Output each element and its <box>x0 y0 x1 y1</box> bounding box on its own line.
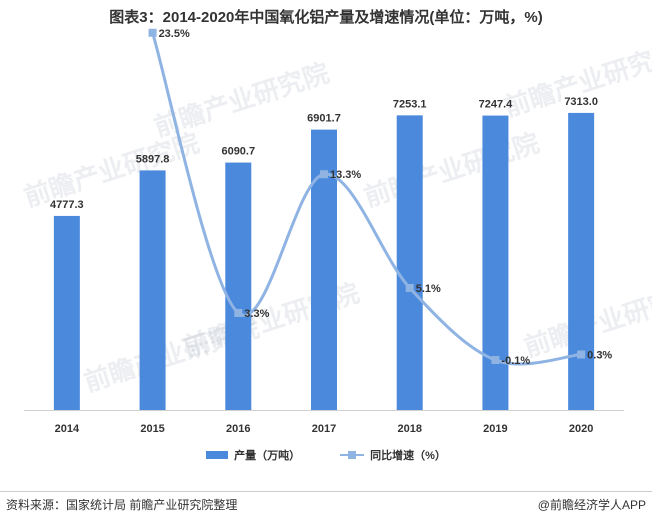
legend-item-bar: 产量（万吨） <box>206 447 300 463</box>
x-tick-label: 2016 <box>226 423 250 435</box>
footer: 资料来源：国家统计局 前瞻产业研究院整理 @前瞻经济学人APP <box>0 491 652 512</box>
growth-data-label: 5.1% <box>416 283 441 295</box>
x-tick-label: 2015 <box>140 423 164 435</box>
x-tick-label: 2017 <box>312 423 336 435</box>
growth-point <box>405 283 414 292</box>
legend-item-line: 同比增速（%） <box>340 447 446 463</box>
growth-line <box>151 32 582 366</box>
bar <box>396 115 423 411</box>
bar <box>139 170 166 410</box>
growth-data-label: 13.3% <box>330 169 361 181</box>
x-tick-label: 2020 <box>569 423 593 435</box>
x-tick-label: 2018 <box>397 423 421 435</box>
bar-data-label: 6901.7 <box>307 113 341 125</box>
chart-plot: 4777.3 2014 5897.8 2015 6090.7 2016 6901.7 2017… <box>24 28 624 435</box>
growth-point <box>577 350 586 359</box>
growth-point <box>491 356 500 365</box>
bar <box>568 112 595 411</box>
bar-data-label: 4777.3 <box>50 199 84 211</box>
bar <box>225 162 252 410</box>
growth-data-label: 23.5% <box>159 28 190 40</box>
growth-data-label: 0.3% <box>587 350 612 362</box>
growth-data-label: 3.3% <box>244 308 269 320</box>
x-tick-label: 2014 <box>55 423 80 435</box>
legend-line-swatch <box>340 451 365 459</box>
growth-point <box>320 170 328 179</box>
chart-title: 图表3：2014-2020年中国氧化铝产量及增速情况(单位：万吨，%) <box>109 9 543 26</box>
bar-data-label: 5897.8 <box>136 153 170 165</box>
growth-data-label: -0.1% <box>501 355 530 367</box>
bar-data-label: 6090.7 <box>221 146 255 158</box>
bar <box>53 215 80 410</box>
legend-label-line: 同比增速（%） <box>370 450 446 462</box>
bar-data-label: 7313.0 <box>564 96 598 108</box>
legend-label-bar: 产量（万吨） <box>234 450 301 462</box>
growth-point <box>234 308 243 317</box>
bar-data-label: 7247.4 <box>479 99 514 111</box>
chart-legend: 产量（万吨） 同比增速（%） <box>0 447 652 463</box>
x-tick-label: 2019 <box>483 423 507 435</box>
source-text: 资料来源：国家统计局 前瞻产业研究院整理 <box>6 498 238 512</box>
brand-text: @前瞻经济学人APP <box>537 498 646 512</box>
legend-bar-swatch <box>206 451 229 459</box>
growth-point <box>148 28 157 37</box>
bar-data-label: 7253.1 <box>393 98 427 110</box>
